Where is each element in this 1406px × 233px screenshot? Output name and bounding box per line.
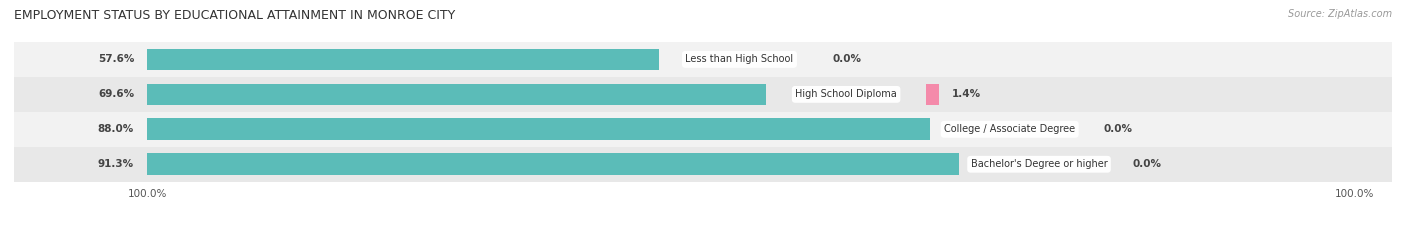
Text: Bachelor's Degree or higher: Bachelor's Degree or higher — [970, 159, 1108, 169]
Bar — [14, 42, 1392, 77]
Text: 0.0%: 0.0% — [1132, 159, 1161, 169]
Text: Less than High School: Less than High School — [685, 55, 793, 64]
Text: EMPLOYMENT STATUS BY EDUCATIONAL ATTAINMENT IN MONROE CITY: EMPLOYMENT STATUS BY EDUCATIONAL ATTAINM… — [14, 9, 456, 22]
Bar — [148, 49, 659, 70]
Text: Source: ZipAtlas.com: Source: ZipAtlas.com — [1288, 9, 1392, 19]
Bar — [14, 147, 1392, 182]
Text: High School Diploma: High School Diploma — [796, 89, 897, 99]
Text: 57.6%: 57.6% — [97, 55, 134, 64]
Text: 1.4%: 1.4% — [952, 89, 981, 99]
Legend: In Labor Force, Unemployed: In Labor Force, Unemployed — [600, 231, 806, 233]
Bar — [148, 154, 959, 175]
Bar — [14, 77, 1392, 112]
Text: College / Associate Degree: College / Associate Degree — [943, 124, 1076, 134]
Bar — [14, 112, 1392, 147]
Text: 69.6%: 69.6% — [98, 89, 134, 99]
Bar — [927, 84, 939, 105]
Text: 100.0%: 100.0% — [1334, 189, 1374, 199]
Text: 0.0%: 0.0% — [832, 55, 862, 64]
Text: 0.0%: 0.0% — [1104, 124, 1132, 134]
Bar — [148, 118, 929, 140]
Text: 91.3%: 91.3% — [98, 159, 134, 169]
Bar — [148, 84, 766, 105]
Text: 100.0%: 100.0% — [128, 189, 167, 199]
Text: 88.0%: 88.0% — [98, 124, 134, 134]
